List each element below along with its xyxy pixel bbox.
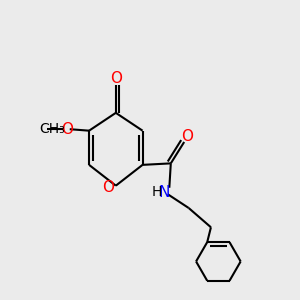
Text: N: N (158, 185, 170, 200)
Text: O: O (102, 180, 114, 195)
Text: H: H (152, 185, 162, 199)
Text: O: O (110, 70, 122, 86)
Text: CH₃: CH₃ (39, 122, 65, 136)
Text: O: O (61, 122, 73, 137)
Text: O: O (181, 129, 193, 144)
